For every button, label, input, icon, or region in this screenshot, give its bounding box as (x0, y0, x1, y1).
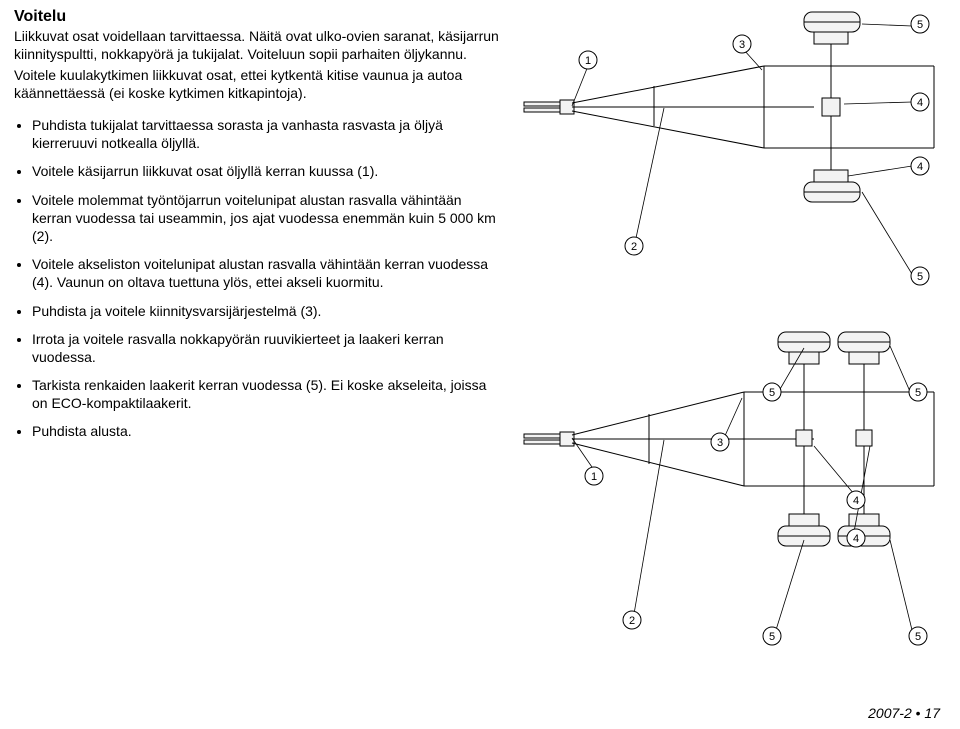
diagram-column: 1 2 3 4 4 5 5 (514, 8, 944, 451)
callout-label: 4 (853, 495, 859, 507)
callout-label: 5 (917, 19, 923, 31)
callout-label: 1 (591, 471, 597, 483)
callout-label: 4 (917, 161, 923, 173)
text-column: Voitelu Liikkuvat osat voidellaan tarvit… (14, 8, 504, 451)
diagram-single-axle: 1 2 3 4 4 5 5 (514, 8, 944, 318)
list-item: Voitele molemmat työntöjarrun voitelunip… (32, 191, 504, 246)
intro-paragraph-2: Voitele kuulakytkimen liikkuvat osat, et… (14, 67, 504, 102)
list-item: Irrota ja voitele rasvalla nokkapyörän r… (32, 330, 504, 366)
callout-label: 4 (917, 97, 923, 109)
callout-label: 3 (717, 437, 723, 449)
list-item: Puhdista ja voitele kiinnitysvarsijärjes… (32, 302, 504, 320)
list-item: Voitele akseliston voitelunipat alustan … (32, 255, 504, 291)
callout-label: 5 (915, 631, 921, 643)
list-item: Voitele käsijarrun liikkuvat osat öljyll… (32, 162, 504, 180)
page-footer: 2007-2 • 17 (868, 705, 940, 721)
list-item: Tarkista renkaiden laakerit kerran vuode… (32, 376, 504, 412)
callout-label: 2 (631, 241, 637, 253)
callout-label: 5 (917, 271, 923, 283)
callout-label: 4 (853, 533, 859, 545)
list-item: Puhdista alusta. (32, 422, 504, 440)
callout-label: 2 (629, 615, 635, 627)
diagram-tandem-axle: 1 2 3 4 4 5 5 5 5 (514, 318, 944, 678)
callout-label: 5 (915, 387, 921, 399)
footer-page-number: 17 (924, 705, 940, 721)
heading: Voitelu (14, 8, 504, 26)
intro-paragraph-1: Liikkuvat osat voidellaan tarvittaessa. … (14, 28, 504, 63)
callout-label: 5 (769, 387, 775, 399)
bullet-list: Puhdista tukijalat tarvittaessa sorasta … (14, 116, 504, 441)
list-item: Puhdista tukijalat tarvittaessa sorasta … (32, 116, 504, 152)
callout-label: 1 (585, 55, 591, 67)
footer-issue: 2007-2 (868, 705, 912, 721)
callout-label: 3 (739, 39, 745, 51)
callout-label: 5 (769, 631, 775, 643)
